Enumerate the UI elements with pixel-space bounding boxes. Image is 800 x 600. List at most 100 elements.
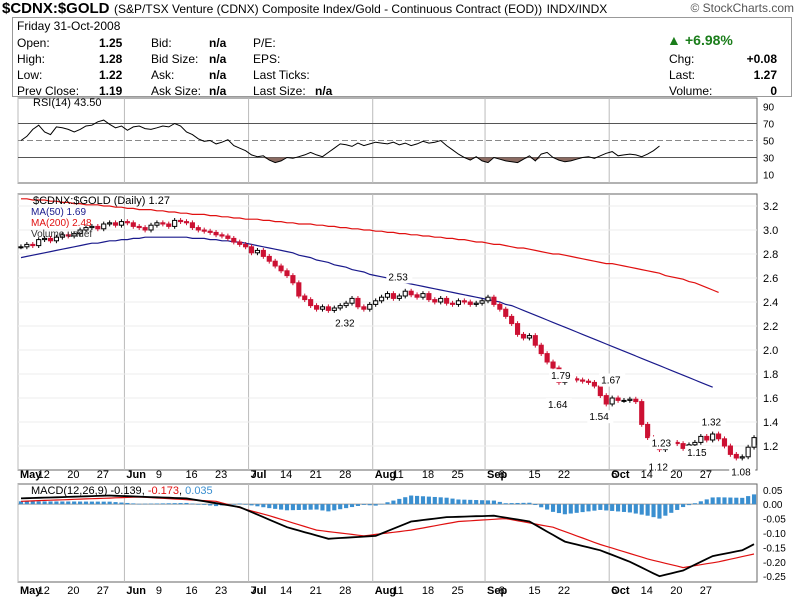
ma200-line (21, 198, 719, 293)
price-annotation: 1.23 (652, 438, 672, 449)
candle (59, 234, 65, 238)
macd-histogram-bar (651, 504, 656, 518)
macd-histogram-bar (172, 503, 177, 505)
macd-histogram-bar (746, 496, 751, 505)
candle (148, 224, 154, 231)
macd-histogram-bar (42, 501, 47, 505)
candle (213, 231, 219, 236)
candle (491, 296, 497, 305)
price-annotation-bg (729, 465, 756, 479)
candle (432, 299, 438, 303)
macd-histogram-bar (237, 503, 242, 505)
macd-tick-label: -0.20 (763, 558, 786, 569)
candle (526, 335, 532, 339)
candle (591, 381, 597, 387)
x-tick-label: 7 (250, 469, 256, 481)
candle (124, 221, 130, 224)
macd-legend-macd: -0.139 (110, 485, 141, 497)
price-annotation-bg (646, 460, 673, 474)
candle (485, 296, 491, 302)
macd-histogram-bar (243, 504, 248, 505)
candle (284, 270, 290, 277)
macd-histogram-bar (722, 497, 727, 505)
candle (550, 361, 556, 369)
x-tick-label: 23 (215, 469, 227, 481)
candle (89, 225, 95, 229)
x-tick-label: 21 (310, 469, 322, 481)
candle (426, 293, 432, 301)
macd-histogram-bar (515, 502, 520, 505)
price-tick-label: 2.2 (763, 321, 778, 333)
quote-label: Prev Close: (17, 84, 80, 98)
quote-value: 1.19 (99, 84, 123, 98)
x-tick-label: 11 (392, 469, 403, 481)
quote-value: 1.28 (99, 52, 123, 66)
x-tick-label: Jun (126, 469, 146, 481)
candle (438, 297, 444, 303)
macd-histogram-bar (716, 497, 721, 505)
macd-histogram-bar (131, 503, 136, 505)
candle (396, 295, 402, 299)
candle (42, 237, 48, 241)
candle (83, 227, 89, 231)
candle (461, 300, 467, 303)
candle (101, 223, 107, 230)
candle (290, 275, 296, 284)
macd-histogram-bar (89, 501, 94, 505)
macd-histogram-bar (385, 502, 390, 505)
macd-legend-hist: 0.035 (185, 485, 213, 497)
macd-histogram-bar (403, 497, 408, 505)
macd-histogram-bar (521, 502, 526, 505)
quote-label: Bid: (151, 36, 172, 50)
macd-histogram-bar (474, 500, 479, 505)
candle (633, 398, 639, 403)
macd-histogram-bar (686, 504, 692, 506)
macd-histogram-bar (72, 501, 77, 505)
macd-histogram-bar (273, 504, 278, 509)
quote-value: n/a (315, 84, 333, 98)
candle (503, 308, 509, 317)
quote-label: Last Ticks: (253, 68, 310, 82)
x-tick-label: 28 (339, 585, 351, 597)
macd-histogram-bar (509, 503, 514, 505)
macd-histogram-bar (438, 497, 443, 505)
price-annotation-bg (599, 373, 626, 387)
macd-histogram-bar (456, 499, 461, 505)
candle (331, 307, 337, 311)
price-tick-label: 2.0 (763, 345, 778, 357)
x-tick-label: 20 (670, 469, 682, 481)
macd-histogram-bar (148, 503, 154, 505)
x-tick-label: 12 (38, 585, 50, 597)
candle (639, 401, 645, 425)
candle (645, 423, 651, 439)
macd-histogram-bar (568, 504, 573, 514)
price-annotation-bg (649, 436, 676, 450)
candle (538, 344, 544, 355)
candle (710, 433, 716, 441)
candle (597, 385, 603, 397)
macd-histogram-bar (314, 504, 319, 510)
macd-histogram-bar (462, 499, 467, 505)
price-tick-label: 3.2 (763, 201, 778, 213)
quote-label: Volume: (669, 84, 713, 98)
x-tick-label: May (20, 585, 42, 597)
candle (384, 293, 391, 298)
macd-histogram-bar (202, 504, 207, 505)
quote-value: n/a (209, 84, 227, 98)
price-tick-label: 2.8 (763, 249, 778, 261)
price-annotation-bg (545, 398, 572, 412)
quote-value: n/a (209, 52, 227, 66)
macd-histogram-bar (621, 504, 627, 512)
x-tick-label: 16 (185, 585, 197, 597)
quote-value: n/a (209, 68, 227, 82)
candle (24, 243, 30, 248)
candle (154, 222, 160, 226)
price-legend-ma200: MA(200) 2.48 (31, 218, 92, 229)
macd-histogram-bar (196, 504, 201, 505)
candle (36, 239, 42, 247)
macd-histogram-bar (533, 504, 538, 506)
macd-histogram-bar (545, 504, 550, 510)
macd-legend-signal: -0.173 (148, 485, 179, 497)
x-tick-label: 14 (641, 469, 653, 481)
quote-value: 1.27 (753, 68, 777, 82)
